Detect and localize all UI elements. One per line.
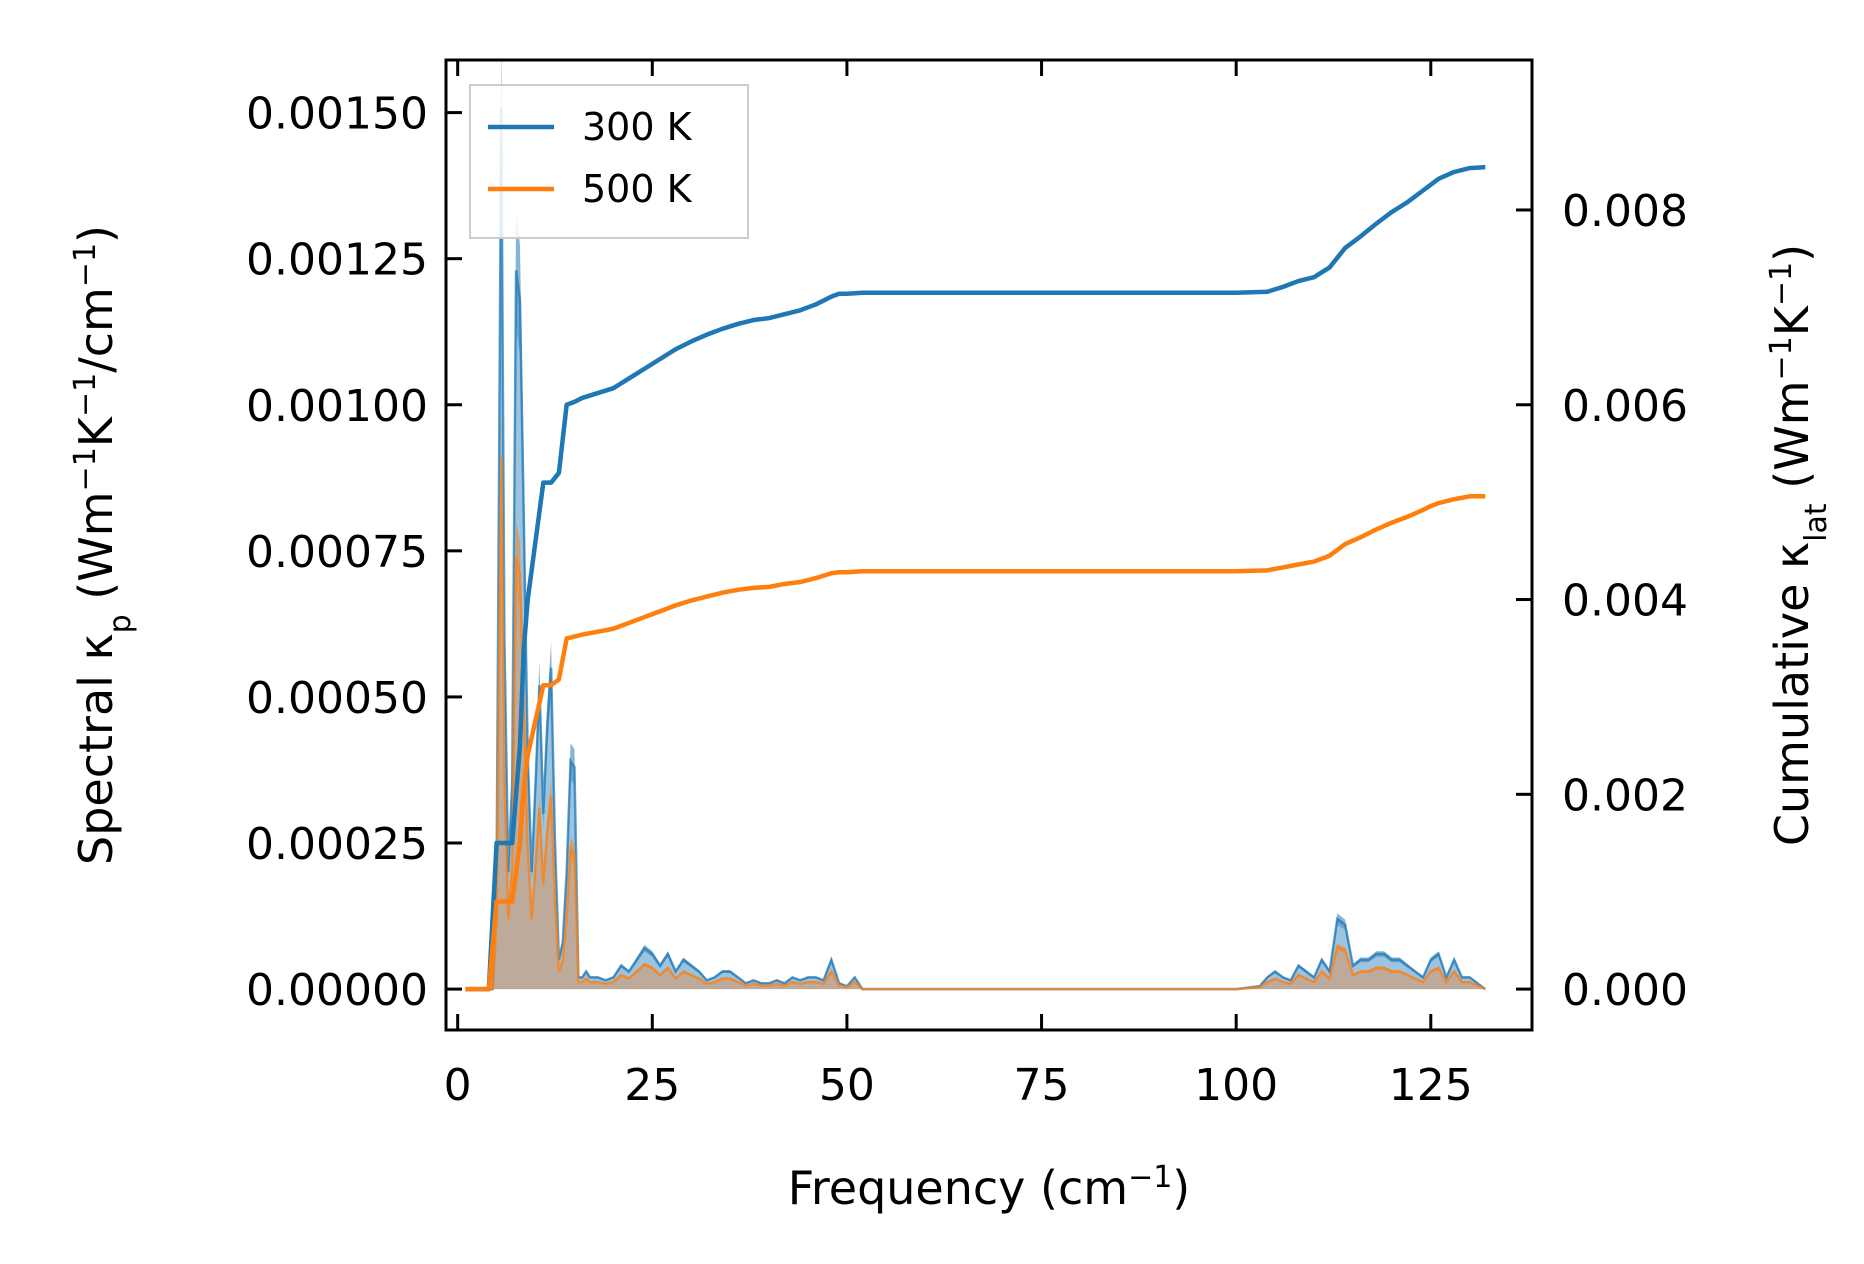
left-y-axis-ticks: 0.00000 0.00025 0.00050 0.00075 0.00100 0.001…: [246, 89, 462, 1016]
spectral-layer: [465, 60, 1487, 991]
y-right-tick-label: 0.006: [1562, 381, 1688, 432]
y-left-tick-label: 0.00025: [246, 819, 428, 870]
x-tick-label: 25: [624, 1060, 680, 1111]
legend: 300 K 500 K: [469, 84, 749, 239]
x-tick-label: 125: [1389, 1060, 1473, 1111]
x-tick-label: 75: [1014, 1060, 1070, 1111]
x-axis-ticks: 0 25 50 75 100 125: [444, 60, 1473, 1111]
spectral-line-300k: [465, 106, 1487, 991]
x-tick-label: 50: [819, 1060, 875, 1111]
x-tick-label: 100: [1194, 1060, 1278, 1111]
spectral-line-500k: [465, 457, 1486, 991]
legend-label-300k: 300 K: [582, 105, 693, 149]
right-y-axis-ticks: 0.000 0.002 0.004 0.006 0.008: [1516, 186, 1688, 1016]
left-y-axis-title: Spectral κp (Wm−1K−1/cm−1): [68, 225, 138, 865]
y-left-tick-label: 0.00150: [246, 89, 428, 140]
y-right-tick-label: 0.004: [1562, 576, 1688, 627]
cumulative-line-300k: [465, 164, 1486, 992]
plot-frame: [444, 58, 1534, 1032]
x-axis-title: Frequency (cm−1): [788, 1160, 1191, 1216]
y-left-tick-label: 0.00100: [246, 381, 428, 432]
y-left-tick-label: 0.00125: [246, 235, 428, 286]
y-right-tick-label: 0.002: [1562, 770, 1688, 821]
cumulative-line-500k: [465, 494, 1486, 992]
y-right-tick-label: 0.008: [1562, 186, 1688, 237]
y-left-tick-label: 0.00000: [246, 965, 428, 1016]
y-left-tick-label: 0.00050: [246, 673, 428, 724]
x-tick-label: 0: [444, 1060, 472, 1111]
y-left-tick-label: 0.00075: [246, 527, 428, 578]
right-y-axis-title: Cumulative κlat (Wm−1K−1): [1764, 244, 1834, 846]
spectral-area-500k: [465, 457, 1486, 990]
y-right-tick-label: 0.000: [1562, 965, 1688, 1016]
legend-label-500k: 500 K: [582, 167, 693, 211]
cumulative-layer: [465, 164, 1486, 992]
legend-box: [469, 84, 749, 239]
